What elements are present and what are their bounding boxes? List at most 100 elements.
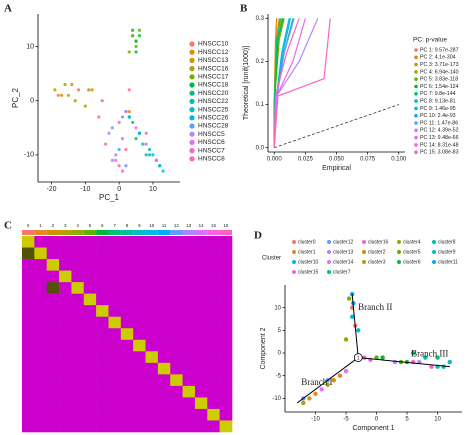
heat-cell <box>108 282 122 294</box>
heat-cell <box>133 236 146 248</box>
heat-cell <box>133 339 146 352</box>
heat-cell <box>96 282 109 294</box>
heat-cell <box>59 259 72 271</box>
point <box>70 82 74 87</box>
heat-cell <box>71 385 85 398</box>
heat-cell <box>219 259 233 271</box>
heat-cell <box>83 374 97 387</box>
heat-cell <box>83 270 97 283</box>
point <box>87 88 91 92</box>
heat-cell <box>108 236 122 248</box>
legend-label: cluster5 <box>403 249 421 255</box>
legend-label: cluster6 <box>403 259 421 265</box>
legend-swatch <box>414 113 418 118</box>
legend-label: PC 14: 8.31e-48 <box>420 142 459 148</box>
y-tick-label: 0.2 <box>256 59 265 65</box>
point <box>147 153 152 157</box>
heat-cell <box>219 282 233 294</box>
cluster-label: 2 <box>52 223 55 228</box>
heat-cell <box>133 397 146 410</box>
heat-cell <box>194 362 208 375</box>
point <box>151 153 155 157</box>
heat-cell <box>145 247 159 260</box>
heat-cell <box>120 236 134 248</box>
heat-cell <box>108 270 122 283</box>
branch <box>296 357 359 404</box>
heat-cell <box>145 408 159 421</box>
heat-cell <box>182 339 196 352</box>
heat-cell <box>120 282 134 294</box>
cluster-label: 14 <box>199 223 205 228</box>
legend-swatch <box>189 49 195 55</box>
legend-swatch <box>189 57 195 64</box>
legend-label: PC 6: 1.54e-124 <box>420 84 459 90</box>
legend-swatch <box>189 123 195 129</box>
legend-swatch <box>189 90 195 96</box>
heat-cell <box>120 362 134 375</box>
heat-cell <box>83 362 97 375</box>
heat-cell <box>34 420 48 433</box>
legend-swatch <box>189 82 195 88</box>
legend-swatch <box>189 74 195 80</box>
heat-cell <box>219 293 233 306</box>
legend-label: PC 5: 3.83e-118 <box>420 77 458 83</box>
legend-swatch <box>327 260 331 264</box>
legend-swatch <box>189 115 195 121</box>
branch <box>351 294 359 358</box>
heat-cell <box>46 305 60 318</box>
heat-cell <box>22 247 35 260</box>
heat-cell <box>96 293 109 306</box>
panel-letter: A <box>4 3 12 15</box>
legend-swatch <box>414 55 418 60</box>
y-tick-label: -5 <box>276 373 282 379</box>
y-tick-label: 0 <box>278 351 282 357</box>
heat-cell <box>83 339 97 352</box>
heat-cell <box>157 259 171 271</box>
legend-swatch <box>362 260 366 264</box>
legend-swatch <box>292 250 296 254</box>
heat-cell <box>170 408 183 421</box>
heat-cell <box>207 259 220 271</box>
heat-cell <box>182 316 196 329</box>
x-tick-label: 5 <box>405 417 409 423</box>
legend-swatch <box>432 250 436 254</box>
heat-cell <box>207 316 220 329</box>
heat-cell <box>96 316 109 329</box>
heat-cell <box>71 270 85 283</box>
heat-cell <box>120 351 134 364</box>
cluster-bar <box>59 230 72 235</box>
y-tick-label: 10 <box>26 43 34 50</box>
heat-cell <box>145 270 159 283</box>
legend-label: cluster1 <box>298 249 316 255</box>
legend-label: cluster13 <box>333 249 354 255</box>
cluster-label: 9 <box>138 223 141 228</box>
x-tick-label: 0 <box>375 417 379 423</box>
heat-cell <box>59 270 72 283</box>
cluster-bar <box>194 230 208 235</box>
heat-cell <box>133 270 146 283</box>
heat-cell <box>219 408 233 421</box>
heat-cell <box>170 305 183 318</box>
legend-label: HNSCC10 <box>198 41 229 48</box>
point <box>107 131 111 135</box>
heat-cell <box>182 374 196 387</box>
heat-cell <box>96 362 109 375</box>
heat-cell <box>182 362 196 375</box>
point <box>110 158 114 162</box>
heat-cell <box>133 351 146 364</box>
heat-cell <box>108 385 122 398</box>
heat-cell <box>194 351 208 364</box>
x-tick-label: 0.025 <box>298 157 314 163</box>
heat-cell <box>22 293 35 306</box>
y-tick-label: 0.1 <box>256 102 265 108</box>
point <box>161 169 165 173</box>
heat-cell <box>22 282 35 294</box>
legend-label: HNSCC18 <box>198 82 229 89</box>
heat-cell <box>46 408 60 421</box>
legend-label: cluster3 <box>368 259 386 265</box>
point <box>97 115 101 119</box>
heat-cell <box>108 259 122 271</box>
heat-cell <box>207 236 220 248</box>
legend-label: cluster0 <box>298 239 316 245</box>
